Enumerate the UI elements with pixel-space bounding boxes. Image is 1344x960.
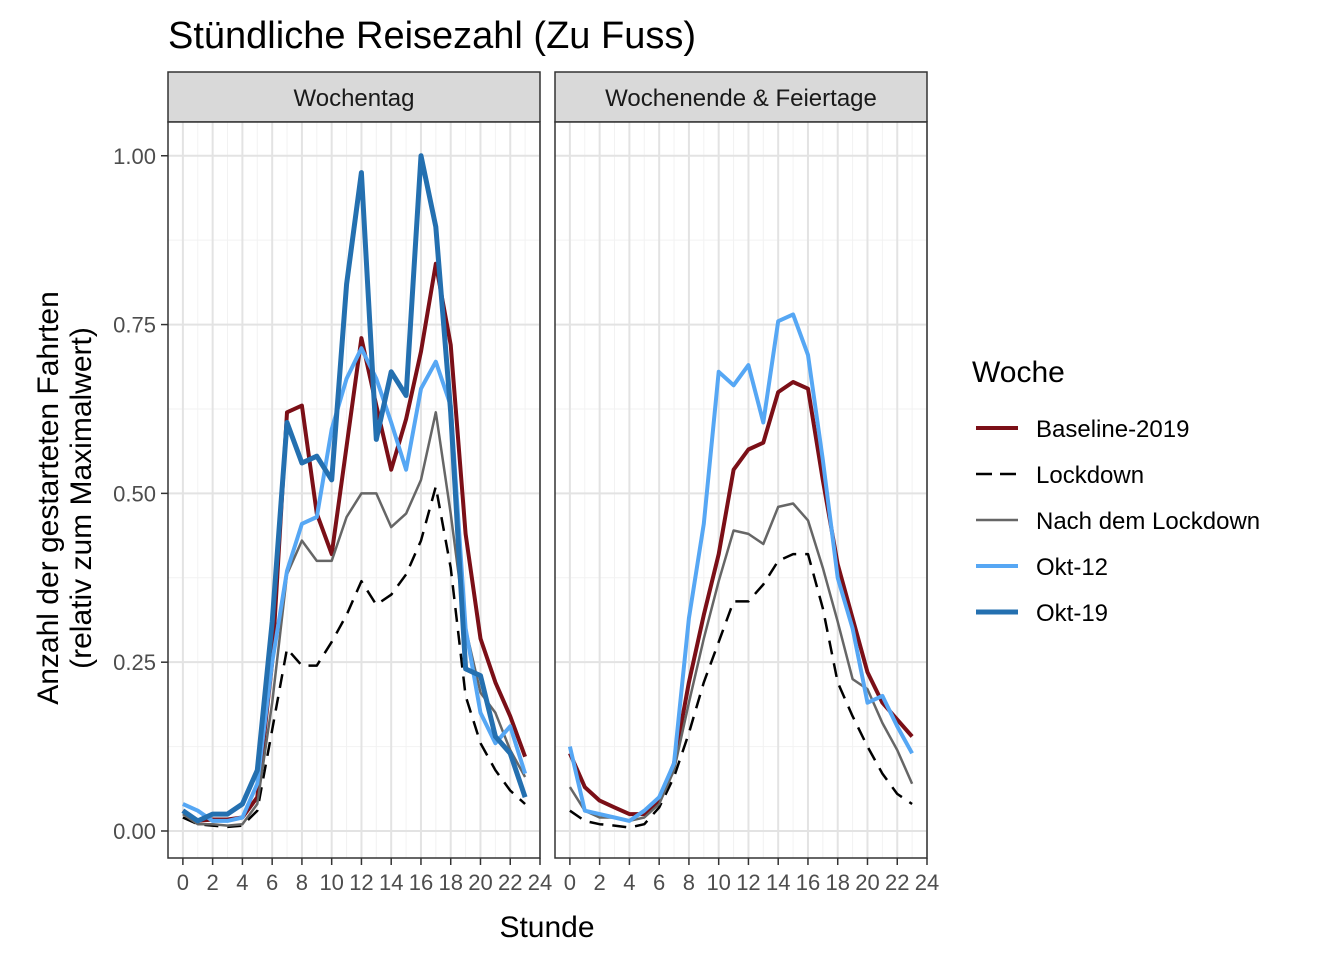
x-tick-label: 20	[855, 870, 879, 895]
x-tick-label: 22	[885, 870, 909, 895]
legend: Woche Baseline-2019 Lockdown Nach dem Lock…	[972, 356, 1260, 627]
facet-strip-label: Wochentag	[294, 85, 415, 112]
x-tick-label: 12	[349, 870, 373, 895]
x-tick-label: 6	[653, 870, 665, 895]
panel-border	[554, 121, 928, 859]
facet-strip	[554, 71, 928, 123]
y-tick-label: 1.00	[113, 144, 156, 169]
legend-entry: Nach dem Lockdown	[1036, 508, 1260, 535]
legend-title: Woche	[972, 356, 1065, 389]
y-tick-label: 0.00	[113, 819, 156, 844]
series-line	[569, 552, 913, 829]
x-tick-label: 0	[177, 870, 189, 895]
x-tick-label: 16	[409, 870, 433, 895]
legend-entry: Baseline-2019	[1036, 416, 1189, 443]
x-tick-label: 8	[683, 870, 695, 895]
x-tick-label: 20	[468, 870, 492, 895]
x-tick-label: 12	[736, 870, 760, 895]
panel-border	[167, 121, 541, 859]
x-tick-label: 2	[207, 870, 219, 895]
legend-entry: Lockdown	[1036, 462, 1144, 489]
x-tick-label: 2	[594, 870, 606, 895]
facet-strip	[167, 71, 541, 123]
legend-entry: Okt-19	[1036, 600, 1108, 627]
series-line	[182, 346, 528, 823]
y-axis-title-line1: Anzahl der gestarteten Fahrten	[32, 291, 65, 705]
x-tick-label: 10	[706, 870, 730, 895]
panel-background	[555, 122, 927, 858]
y-axis-title: Anzahl der gestarteten Fahrten (relativ …	[32, 291, 98, 705]
x-tick-label: 18	[438, 870, 462, 895]
series-line	[181, 153, 528, 824]
x-tick-label: 22	[498, 870, 522, 895]
facet-strip-label: Wochenende & Feiertage	[605, 85, 877, 112]
chart-title: Stündliche Reisezahl (Zu Fuss)	[168, 15, 696, 57]
x-tick-label: 14	[766, 870, 790, 895]
y-axis-title-line2: (relativ zum Maximalwert)	[65, 327, 98, 669]
legend-entry: Okt-12	[1036, 554, 1108, 581]
x-axis-title: Stunde	[499, 911, 594, 944]
x-tick-label: 24	[915, 870, 939, 895]
series-line	[182, 485, 526, 829]
x-tick-label: 8	[296, 870, 308, 895]
x-tick-label: 16	[796, 870, 820, 895]
x-tick-label: 4	[236, 870, 248, 895]
x-tick-label: 18	[825, 870, 849, 895]
x-tick-label: 14	[379, 870, 403, 895]
y-tick-label: 0.75	[113, 313, 156, 338]
y-tick-label: 0.50	[113, 481, 156, 506]
series-line	[567, 312, 914, 823]
x-tick-label: 0	[564, 870, 576, 895]
x-tick-label: 4	[623, 870, 635, 895]
x-tick-label: 6	[266, 870, 278, 895]
x-tick-label: 24	[528, 870, 552, 895]
y-tick-label: 0.25	[113, 650, 156, 675]
series-line	[568, 380, 914, 817]
x-tick-label: 10	[319, 870, 343, 895]
